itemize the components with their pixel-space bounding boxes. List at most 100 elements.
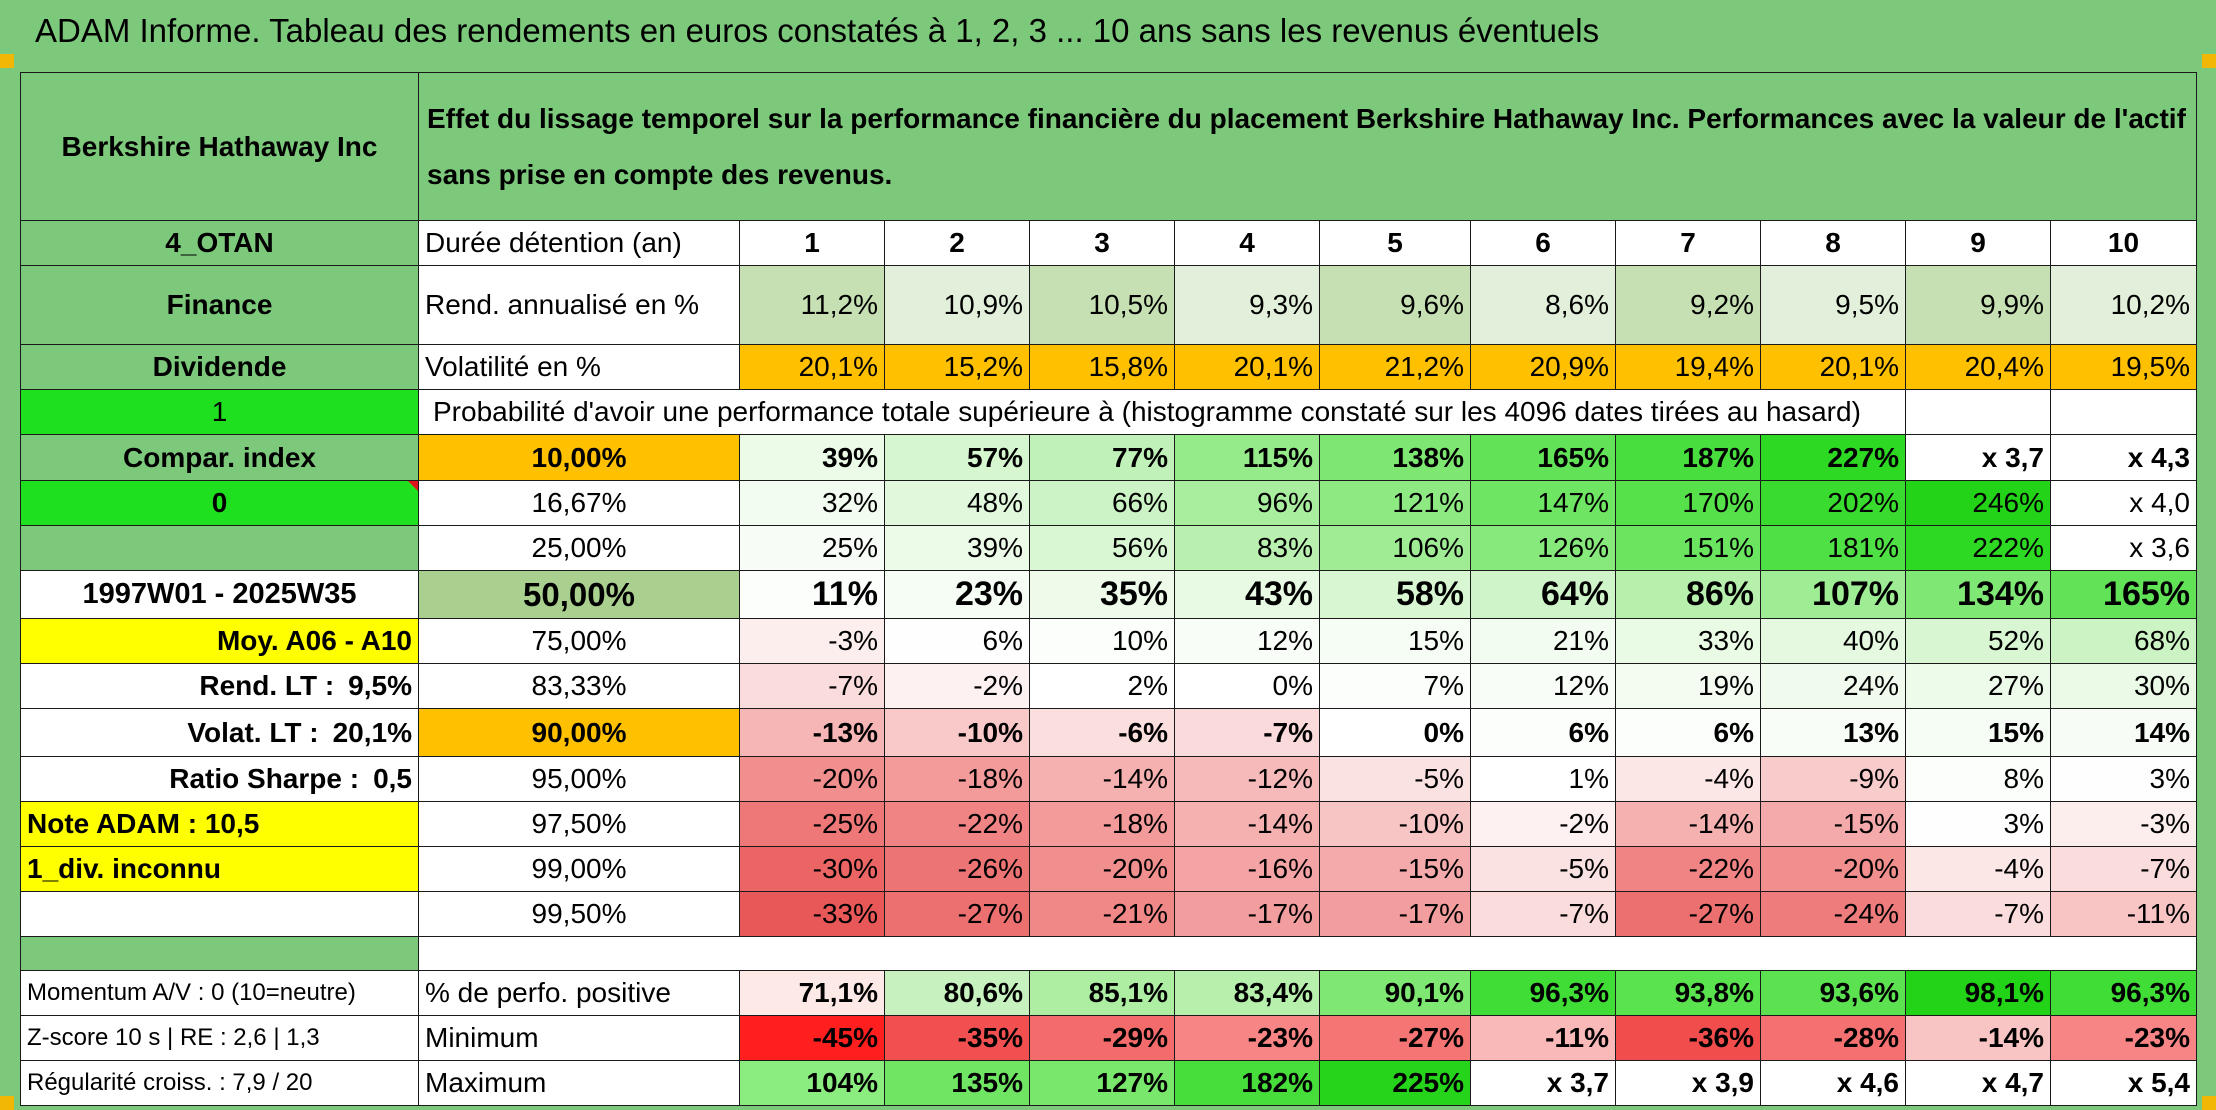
positive-perf-cell: 85,1% [1029,970,1175,1016]
positive-perf-cell: 90,1% [1319,970,1471,1016]
corner-marker [2202,1096,2216,1110]
return-value-cell: 227% [1760,434,1906,481]
sector-cell: Finance [20,265,419,345]
percentile-cell: 99,50% [418,891,740,937]
return-value-cell: x 3,7 [1905,434,2051,481]
metric-label: Ratio Sharpe : [169,763,360,794]
return-value-cell: 35% [1029,570,1175,619]
duration-header-cell: 5 [1319,220,1471,266]
return-value-cell: -33% [739,891,885,937]
return-value-cell: x 3,6 [2050,525,2197,571]
volat-lt-cell: Volat. LT : 20,1% [20,708,419,757]
maximum-cell: 127% [1029,1060,1175,1106]
minimum-cell: -28% [1760,1015,1906,1061]
return-value-cell: -14% [1029,756,1175,802]
return-value-cell: -10% [884,708,1030,757]
empty-cell [2050,389,2197,435]
maximum-cell: x 4,6 [1760,1060,1906,1106]
return-value-cell: 66% [1029,480,1175,526]
positive-perf-cell: 98,1% [1905,970,2051,1016]
return-value-cell: 33% [1615,618,1761,664]
period-cell: 1997W01 - 2025W35 [20,570,419,619]
return-value-cell: -7% [2050,846,2197,892]
positive-perf-cell: 93,6% [1760,970,1906,1016]
percentile-cell: 50,00% [418,570,740,619]
return-value-cell: 86% [1615,570,1761,619]
minimum-cell: -45% [739,1015,885,1061]
return-value-cell: 52% [1905,618,2051,664]
percentile-cell: 90,00% [418,708,740,757]
corner-marker [0,54,14,68]
return-value-cell: 24% [1760,663,1906,709]
return-value-cell: 27% [1905,663,2051,709]
percentile-cell: 83,33% [418,663,740,709]
return-value-cell: 15% [1905,708,2051,757]
return-value-cell: 246% [1905,480,2051,526]
maximum-cell: 182% [1174,1060,1320,1106]
return-value-cell: -7% [1470,891,1616,937]
annual-return-cell: 9,9% [1905,265,2051,345]
percentile-cell: 25,00% [418,525,740,571]
table-description: Effet du lissage temporel sur la perform… [418,72,2197,221]
note-adam-cell: Note ADAM : 10,5 [20,801,419,847]
spacer-cell [20,936,419,971]
volatility-cell: 21,2% [1319,344,1471,390]
return-value-cell: 8% [1905,756,2051,802]
stat-label: Minimum [418,1015,740,1061]
return-value-cell: -15% [1760,801,1906,847]
return-value-cell: -4% [1905,846,2051,892]
return-value-cell: -22% [1615,846,1761,892]
duration-header-cell: 4 [1174,220,1320,266]
return-value-cell: -15% [1319,846,1471,892]
return-value-cell: 13% [1760,708,1906,757]
annual-return-cell: 11,2% [739,265,885,345]
volatility-cell: 15,8% [1029,344,1175,390]
return-value-cell: -20% [1029,846,1175,892]
return-value-cell: -2% [1470,801,1616,847]
return-value-cell: -27% [1615,891,1761,937]
return-value-cell: 3% [2050,756,2197,802]
positive-perf-cell: 96,3% [1470,970,1616,1016]
return-value-cell: 19% [1615,663,1761,709]
return-value-cell: 147% [1470,480,1616,526]
percentile-cell: 10,00% [418,434,740,481]
return-value-cell: 181% [1760,525,1906,571]
return-value-cell: 134% [1905,570,2051,619]
duration-header-cell: 3 [1029,220,1175,266]
volatility-cell: 20,1% [739,344,885,390]
return-value-cell: 30% [2050,663,2197,709]
return-value-cell: -24% [1760,891,1906,937]
return-value-cell: -14% [1615,801,1761,847]
empty-green-cell [20,525,419,571]
return-value-cell: 115% [1174,434,1320,481]
return-value-cell: 1% [1470,756,1616,802]
return-value-cell: -7% [739,663,885,709]
minimum-cell: -14% [1905,1015,2051,1061]
corner-marker [2202,54,2216,68]
metric-label: Volat. LT : [187,716,319,748]
minimum-cell: -29% [1029,1015,1175,1061]
return-value-cell: -22% [884,801,1030,847]
indicator-cell: Momentum A/V : 0 (10=neutre) [20,970,419,1016]
duration-header-cell: 10 [2050,220,2197,266]
return-value-cell: -25% [739,801,885,847]
performance-table: Berkshire Hathaway Inc Effet du lissage … [20,72,2197,1106]
empty-cell [1905,389,2051,435]
return-value-cell: -10% [1319,801,1471,847]
return-value-cell: 11% [739,570,885,619]
annual-return-cell: 10,2% [2050,265,2197,345]
return-value-cell: -9% [1760,756,1906,802]
positive-perf-cell: 93,8% [1615,970,1761,1016]
return-value-cell: -27% [884,891,1030,937]
return-value-cell: 56% [1029,525,1175,571]
minimum-cell: -27% [1319,1015,1471,1061]
return-value-cell: 6% [1615,708,1761,757]
return-value-cell: 202% [1760,480,1906,526]
return-value-cell: -12% [1174,756,1320,802]
return-value-cell: 0% [1319,708,1471,757]
percentile-cell: 99,00% [418,846,740,892]
return-value-cell: 68% [2050,618,2197,664]
return-value-cell: -2% [884,663,1030,709]
return-value-cell: 187% [1615,434,1761,481]
return-value-cell: 58% [1319,570,1471,619]
